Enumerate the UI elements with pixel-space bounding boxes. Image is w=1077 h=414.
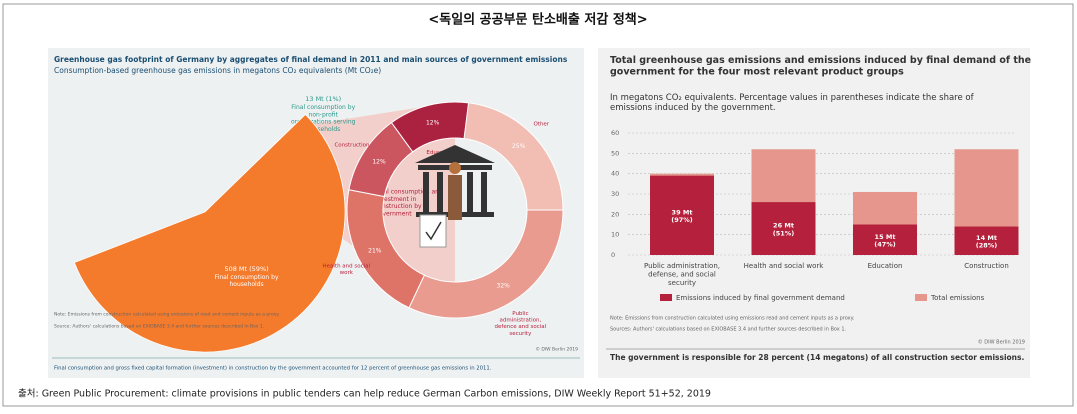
y-tick-label: 10 bbox=[611, 231, 619, 239]
donut-category-label: Construction bbox=[334, 142, 370, 148]
legend-label: Total emissions bbox=[930, 294, 985, 302]
legend-swatch bbox=[660, 294, 672, 301]
y-tick-label: 20 bbox=[611, 210, 619, 218]
legend-label: Emissions induced by final government de… bbox=[676, 294, 845, 302]
x-tick-label: Education bbox=[868, 262, 903, 270]
category-label: Final consumption and investment in constr… bbox=[375, 188, 443, 217]
category-label: Final consumption by non-profit organizati… bbox=[291, 104, 356, 133]
pie-slice bbox=[74, 113, 346, 353]
donut-value-label: 25% bbox=[512, 143, 526, 150]
value-label: 14 Mt (28%) bbox=[976, 234, 998, 250]
donut-value-label: 12% bbox=[426, 119, 440, 126]
donut-category-label: Health and social work bbox=[323, 263, 371, 276]
value-label: 39 Mt (97%) bbox=[671, 208, 693, 224]
bar bbox=[954, 226, 1019, 255]
chart-subtitle: Consumption-based greenhouse gas emissio… bbox=[54, 66, 381, 75]
y-tick-label: 50 bbox=[611, 149, 619, 157]
value-label: 13 Mt (1%) bbox=[305, 95, 341, 103]
donut-value-label: 21% bbox=[368, 247, 382, 254]
note: Sources: Authors' calculations based on … bbox=[610, 327, 847, 333]
value-label: 26 Mt (51%) bbox=[773, 222, 795, 238]
frame bbox=[2, 3, 1074, 407]
chart-title: Total greenhouse gas emissions and emiss… bbox=[610, 55, 1031, 77]
note: Note: Emissions from construction calcul… bbox=[54, 312, 280, 318]
value-label: 508 Mt (59%) bbox=[224, 265, 268, 273]
credit: © DIW Berlin 2019 bbox=[535, 346, 578, 353]
y-tick-label: 60 bbox=[611, 129, 619, 137]
donut-slice bbox=[390, 101, 470, 153]
y-tick-label: 30 bbox=[611, 190, 619, 198]
x-tick-label: Health and social work bbox=[744, 262, 825, 270]
x-tick-label: Construction bbox=[964, 262, 1009, 270]
credit: © DIW Berlin 2019 bbox=[978, 339, 1025, 346]
value-label: 15 Mt (47%) bbox=[874, 233, 896, 249]
donut-category-label: Public administration, defence and social s… bbox=[495, 311, 547, 337]
bar bbox=[751, 202, 816, 255]
note: Note: Emissions from construction calcul… bbox=[610, 316, 855, 322]
x-tick-label: Public administration, defense, and socia… bbox=[644, 262, 720, 287]
bar bbox=[853, 224, 917, 255]
donut-value-label: 12% bbox=[372, 158, 386, 165]
donut-value-label: 32% bbox=[497, 282, 511, 289]
note: Source: Authors' calculations based on E… bbox=[54, 324, 264, 330]
donut-category-label: Other bbox=[533, 121, 549, 127]
legend-swatch bbox=[915, 294, 927, 301]
donut-slice bbox=[408, 209, 564, 319]
source: 출처: Green Public Procurement: climate pr… bbox=[18, 388, 711, 400]
connector bbox=[313, 102, 455, 318]
building-icon bbox=[415, 145, 495, 248]
page-title: <독일의 공공부문 탄소배출 저감 정책> bbox=[428, 12, 647, 28]
chart-subtitle: In megatons CO₂ equivalents. Percentage … bbox=[610, 93, 975, 113]
y-tick-label: 0 bbox=[611, 251, 615, 259]
footer: Final consumption and gross fixed capita… bbox=[54, 366, 492, 372]
bar bbox=[650, 175, 714, 255]
category-label: Final consumption by households bbox=[215, 273, 279, 287]
chart-title: Greenhouse gas footprint of Germany by a… bbox=[54, 55, 568, 64]
y-tick-label: 40 bbox=[611, 170, 619, 178]
footer: The government is responsible for 28 per… bbox=[610, 353, 1024, 362]
